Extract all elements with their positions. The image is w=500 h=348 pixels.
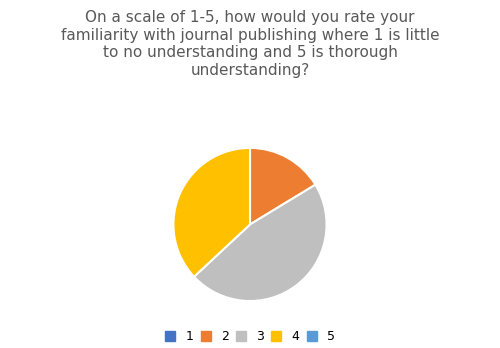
Wedge shape: [174, 148, 250, 277]
Wedge shape: [194, 185, 326, 301]
Legend: 1, 2, 3, 4, 5: 1, 2, 3, 4, 5: [160, 325, 340, 348]
Text: On a scale of 1-5, how would you rate your
familiarity with journal publishing w: On a scale of 1-5, how would you rate yo…: [60, 10, 440, 78]
Wedge shape: [250, 148, 316, 224]
